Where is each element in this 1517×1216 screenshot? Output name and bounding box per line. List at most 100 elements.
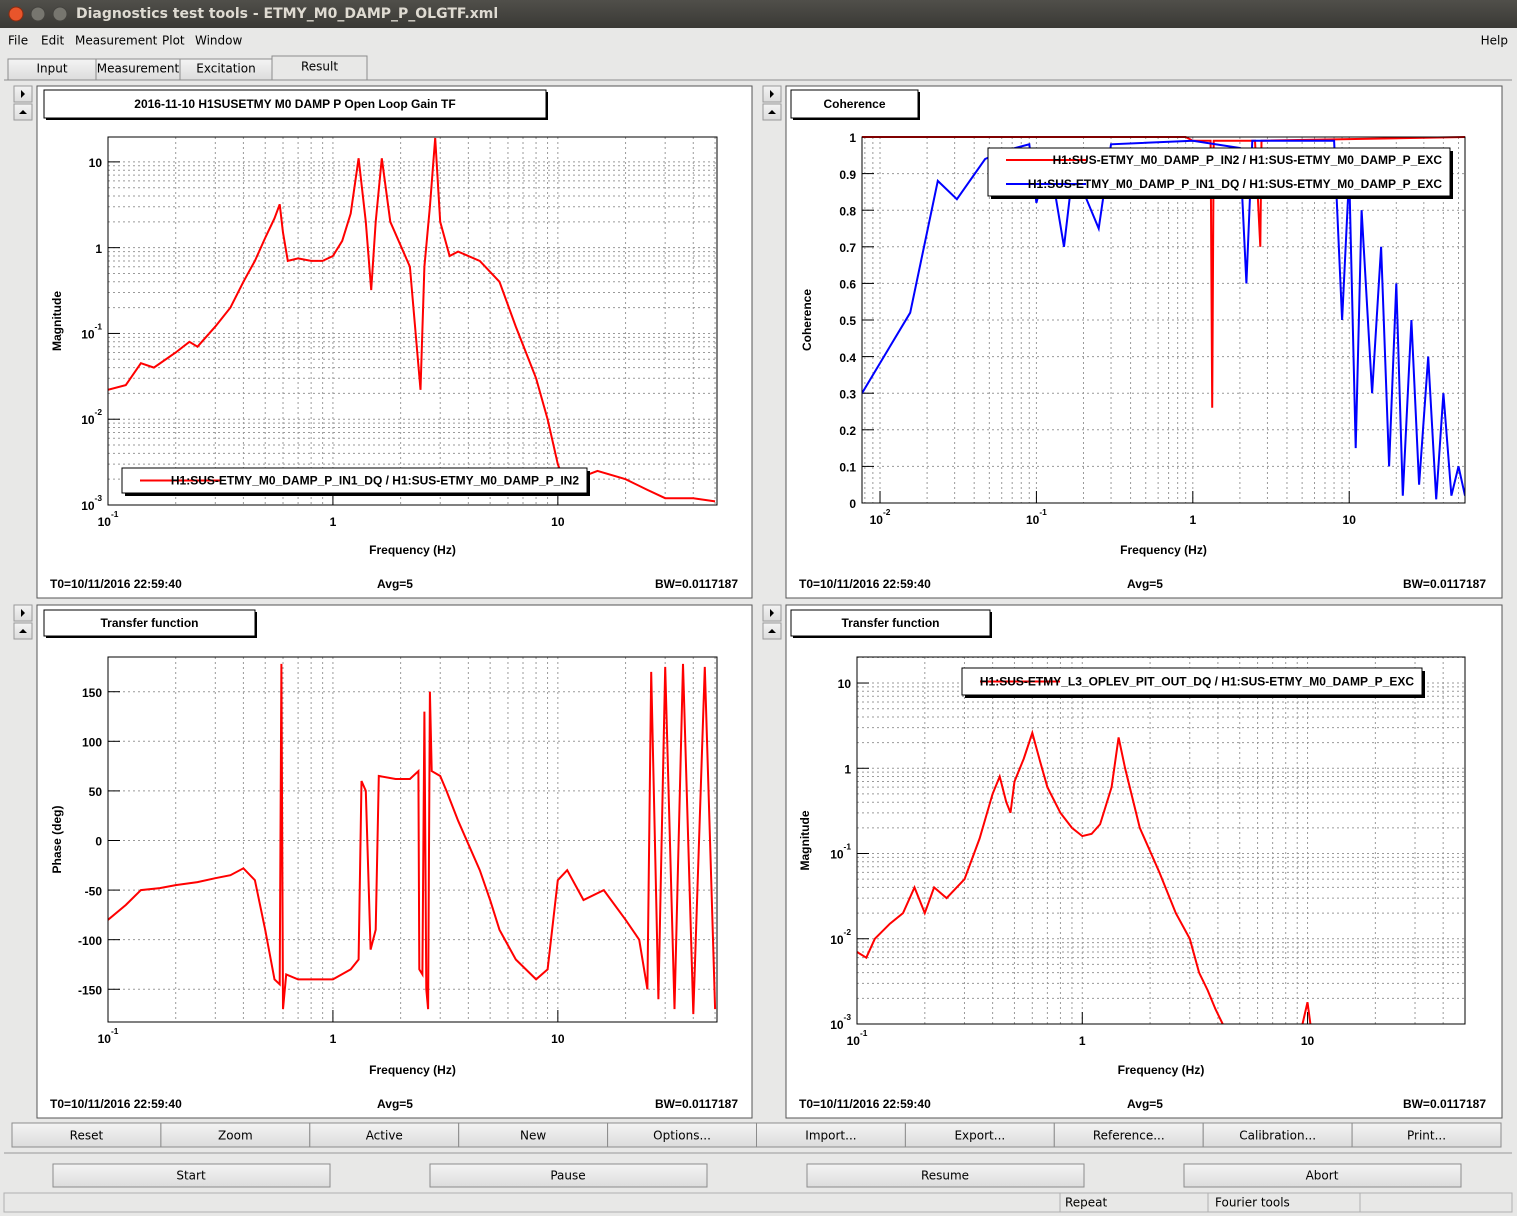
y-tick-label: 0.2: [839, 424, 856, 438]
toolbar-button-label[interactable]: Reset: [70, 1129, 104, 1143]
footer-info: T0=10/11/2016 22:59:40: [50, 577, 182, 591]
data-line: [108, 137, 716, 503]
menu-item[interactable]: Measurement: [75, 34, 158, 48]
footer-info: BW=0.0117187: [655, 1097, 738, 1111]
arrow-icon: [21, 90, 25, 98]
arrow-icon: [768, 110, 776, 114]
y-tick-label: 0.5: [839, 314, 856, 328]
arrow-icon: [768, 629, 776, 633]
menu-item[interactable]: File: [8, 34, 28, 48]
chart-panel: 10-1 1 10 -150 -100 -50 0 50 100 150 Transfer func…: [13, 604, 753, 1119]
toolbar-button[interactable]: [458, 1122, 609, 1148]
toolbar-button[interactable]: [1053, 1122, 1204, 1148]
status-text: Fourier tools: [1215, 1196, 1290, 1210]
control-button-label[interactable]: Start: [176, 1169, 206, 1183]
chart-panel: 10-1 1 10 10-3 10-2 10-1 1 10 2016-11-10 H1SUSET…: [13, 85, 753, 599]
x-tick-label: 10-1: [98, 1026, 119, 1046]
y-tick-label: 1: [95, 242, 102, 256]
chart-title: 2016-11-10 H1SUSETMY M0 DAMP P Open Loop…: [134, 97, 455, 111]
footer-info: Avg=5: [1127, 577, 1163, 591]
y-tick-label: 0.3: [839, 387, 856, 401]
x-axis-label: Frequency (Hz): [369, 543, 456, 557]
y-tick-label: 0.8: [839, 204, 856, 218]
x-tick-label: 10: [1343, 513, 1357, 527]
control-button-label[interactable]: Pause: [550, 1169, 585, 1183]
toolbar-button-label[interactable]: Options...: [653, 1129, 711, 1143]
plot-frame: [107, 136, 718, 506]
toolbar-button-label[interactable]: Zoom: [218, 1129, 253, 1143]
legend-label: H1:SUS-ETMY_M0_DAMP_P_IN1_DQ / H1:SUS-ET…: [1028, 177, 1442, 191]
toolbar-button-label[interactable]: Print...: [1407, 1129, 1446, 1143]
chart-title: Transfer function: [100, 616, 198, 630]
minimize-button[interactable]: [30, 6, 46, 22]
menu-item[interactable]: Edit: [41, 34, 65, 48]
control-button-label[interactable]: Resume: [921, 1169, 969, 1183]
x-tick-label: 10-1: [1026, 507, 1047, 527]
control-button[interactable]: [806, 1163, 1085, 1188]
toolbar-button-label[interactable]: New: [520, 1129, 546, 1143]
toolbar-button[interactable]: [11, 1122, 162, 1148]
y-tick-label: 1: [844, 762, 851, 776]
y-tick-label: 50: [89, 785, 103, 799]
tab[interactable]: [271, 55, 368, 81]
maximize-button[interactable]: [52, 6, 68, 22]
x-tick-label: 10: [551, 1032, 565, 1046]
y-axis-label: Phase (deg): [50, 805, 64, 873]
title-box: [790, 89, 919, 119]
legend-label: H1:SUS-ETMY_M0_DAMP_P_IN1_DQ / H1:SUS-ET…: [171, 474, 579, 488]
y-tick-label: 0.4: [839, 351, 856, 365]
control-button[interactable]: [1183, 1163, 1462, 1188]
title-box: [43, 609, 256, 637]
legend-label: H1:SUS-ETMY_L3_OPLEV_PIT_OUT_DQ / H1:SUS…: [980, 675, 1414, 689]
toolbar-button-label[interactable]: Import...: [805, 1129, 856, 1143]
y-tick-label: 150: [82, 686, 102, 700]
control-button-label[interactable]: Abort: [1306, 1169, 1339, 1183]
x-tick-label: 1: [330, 1032, 337, 1046]
title-box: [790, 609, 991, 637]
plot-frame: [107, 656, 718, 1023]
tab-label[interactable]: Result: [301, 60, 338, 74]
menu-item[interactable]: Plot: [162, 34, 185, 48]
chart-title: Transfer function: [841, 616, 939, 630]
toolbar-button-label[interactable]: Export...: [954, 1129, 1005, 1143]
tab-label[interactable]: Excitation: [196, 62, 255, 76]
menu-item[interactable]: Help: [1481, 34, 1508, 48]
title-bar: [0, 0, 1517, 28]
x-tick-label: 1: [330, 515, 337, 529]
y-tick-label: 0.6: [839, 278, 856, 292]
toolbar-button[interactable]: [607, 1122, 757, 1148]
menu-item[interactable]: Window: [195, 34, 243, 48]
x-tick-label: 10: [551, 515, 565, 529]
control-button[interactable]: [429, 1163, 708, 1188]
plot-area: [857, 657, 1465, 1024]
toolbar-button-label[interactable]: Reference...: [1093, 1129, 1165, 1143]
y-tick-label: 0: [849, 497, 856, 511]
chart-panel: 10-2 10-1 1 10 0 0.1 0.2 0.3 0.4 0.5 0.6 0.7 0.8 0.9 1…: [762, 85, 1503, 599]
data-line: [862, 139, 1465, 500]
y-axis-label: Coherence: [800, 289, 814, 351]
y-axis-label: Magnitude: [798, 810, 812, 870]
footer-info: Avg=5: [377, 1097, 413, 1111]
arrow-icon: [19, 629, 27, 633]
tab-label[interactable]: Input: [36, 62, 67, 76]
toolbar-button[interactable]: [160, 1122, 311, 1148]
toolbar-button-label[interactable]: Active: [366, 1129, 403, 1143]
y-tick-label: 10-1: [830, 842, 851, 862]
toolbar-button[interactable]: [309, 1122, 460, 1148]
y-tick-label: -100: [78, 934, 102, 948]
arrow-icon: [770, 90, 774, 98]
toolbar-button[interactable]: [756, 1122, 906, 1148]
x-axis-label: Frequency (Hz): [1120, 543, 1207, 557]
toolbar-button-label[interactable]: Calibration...: [1239, 1129, 1316, 1143]
control-button[interactable]: [52, 1163, 331, 1188]
footer-info: Avg=5: [1127, 1097, 1163, 1111]
close-button[interactable]: [8, 6, 24, 22]
toolbar-button[interactable]: [1351, 1122, 1502, 1148]
title-box: [43, 89, 547, 119]
footer-info: Avg=5: [377, 577, 413, 591]
footer-info: T0=10/11/2016 22:59:40: [50, 1097, 182, 1111]
y-tick-label: 10: [838, 677, 852, 691]
tab-label[interactable]: Measurement: [97, 62, 180, 76]
y-tick-label: 10-1: [81, 322, 102, 342]
